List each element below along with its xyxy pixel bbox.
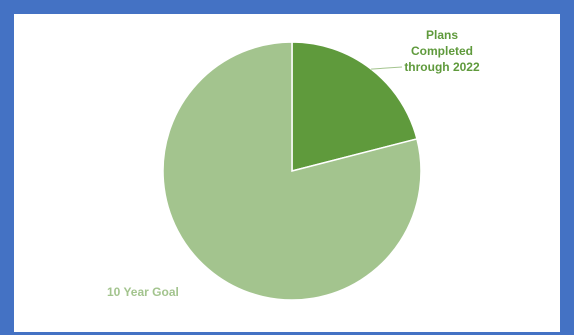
- pie-slice-ten-year-goal: [162, 41, 422, 301]
- pie-slice-plans-completed: [291, 41, 418, 172]
- slice-label-plans-completed: Plans Completed through 2022: [404, 28, 480, 74]
- chart-area: Plans Completed through 2022 10 Year Goal: [14, 14, 560, 332]
- leader-line: [371, 66, 403, 70]
- pie-slices: [162, 41, 422, 301]
- slice-label-10-year-goal: 10 Year Goal: [107, 285, 179, 299]
- pie-chart: Plans Completed through 2022 10 Year Goal: [107, 28, 480, 301]
